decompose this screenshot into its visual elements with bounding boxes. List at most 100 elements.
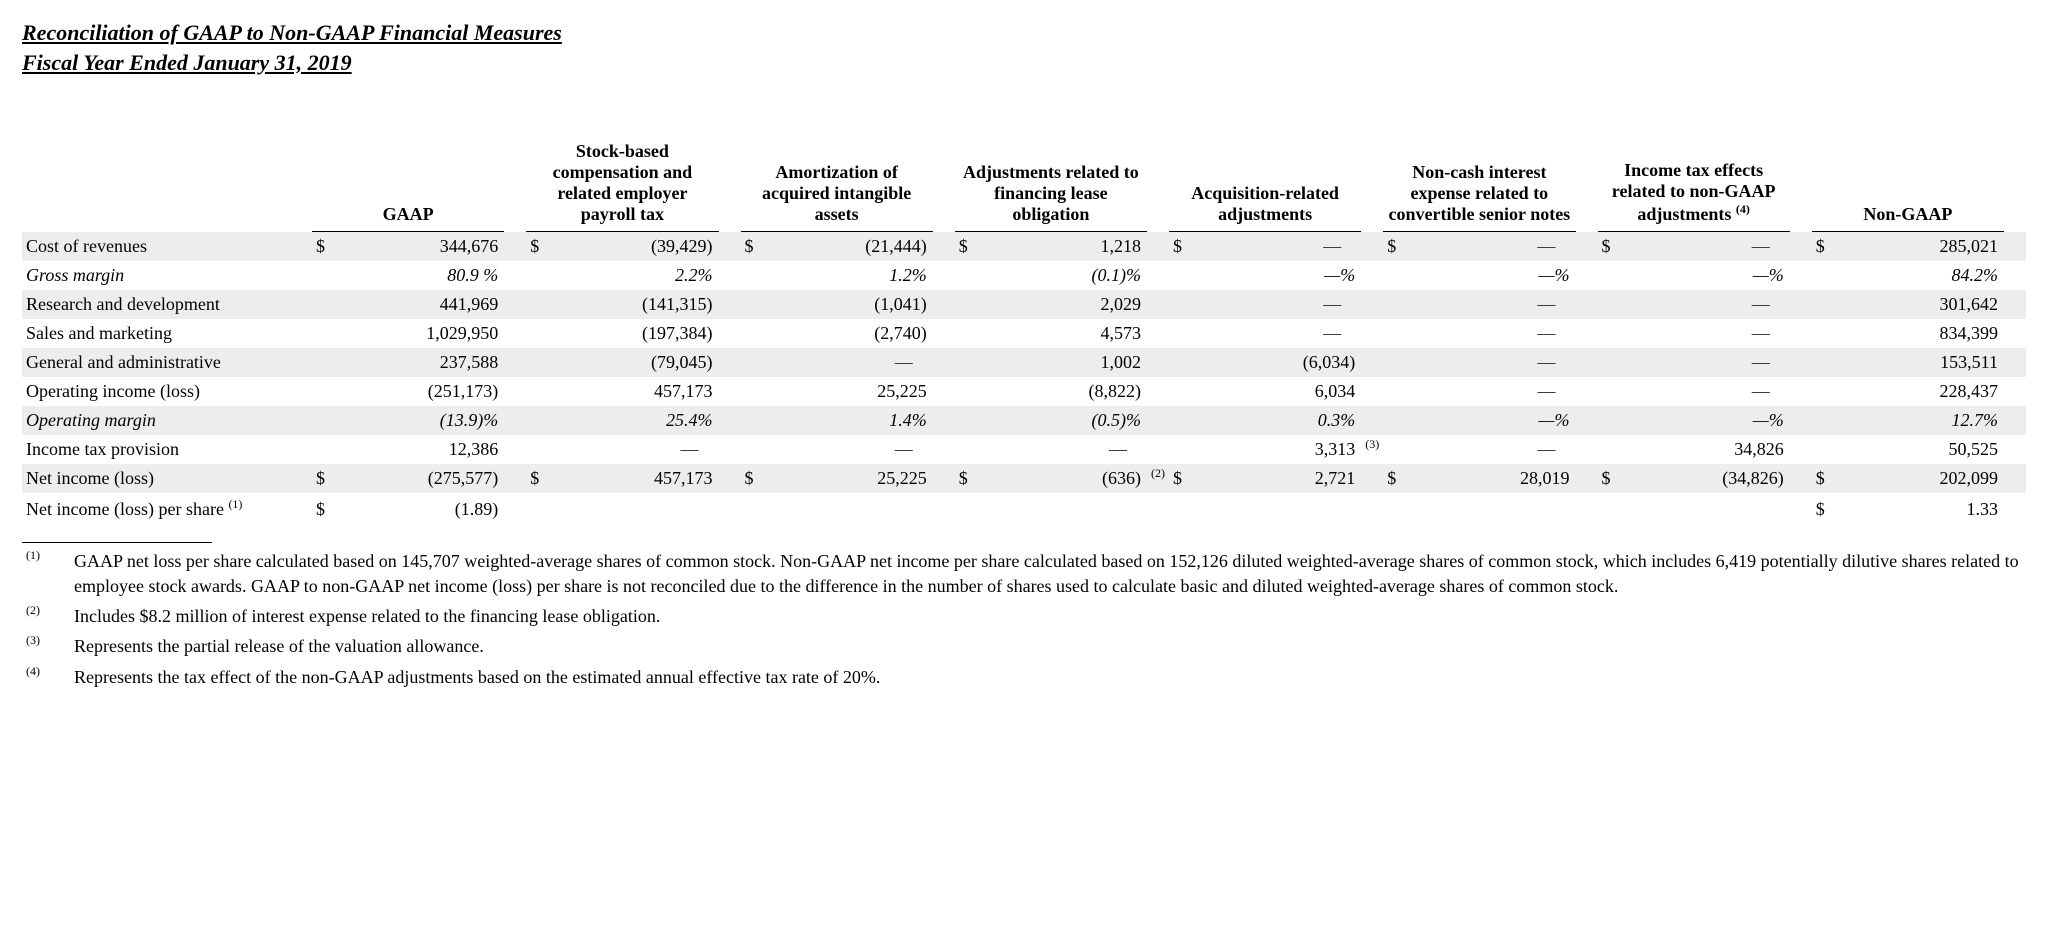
- currency-symbol: [741, 261, 763, 290]
- cell-value: (13.9)%: [334, 406, 504, 435]
- currency-symbol: [312, 290, 334, 319]
- header-row: GAAPStock-based compensation and related…: [22, 137, 2026, 232]
- cell-value: [1620, 493, 1790, 524]
- currency-symbol: [955, 406, 977, 435]
- cell-superscript: [719, 319, 741, 348]
- table-row: Gross margin80.9 %2.2%1.2%(0.1)%—%—%—%84…: [22, 261, 2026, 290]
- cell-superscript: [1361, 290, 1383, 319]
- currency-symbol: [955, 435, 977, 464]
- title-line-1: Reconciliation of GAAP to Non-GAAP Finan…: [22, 18, 2026, 48]
- cell-value: —: [1405, 435, 1575, 464]
- row-label: Net income (loss) per share (1): [22, 493, 312, 524]
- cell-value: (21,444): [763, 232, 933, 262]
- cell-superscript: [1361, 232, 1383, 262]
- footnote-number: (3): [22, 630, 70, 660]
- cell-value: (2,740): [763, 319, 933, 348]
- cell-superscript: [504, 435, 526, 464]
- cell-superscript: [1361, 464, 1383, 493]
- cell-value: (1,041): [763, 290, 933, 319]
- cell-superscript: [933, 348, 955, 377]
- column-header: Adjustments related to financing lease o…: [955, 137, 1147, 232]
- column-header: Acquisition-related adjustments: [1169, 137, 1361, 232]
- currency-symbol: [1598, 290, 1620, 319]
- currency-symbol: [1383, 348, 1405, 377]
- cell-value: [1405, 493, 1575, 524]
- cell-superscript: [504, 232, 526, 262]
- cell-value: 1.33: [1834, 493, 2004, 524]
- cell-value: 2,029: [977, 290, 1147, 319]
- cell-value: —: [1620, 319, 1790, 348]
- cell-value: 301,642: [1834, 290, 2004, 319]
- cell-superscript: [1576, 232, 1598, 262]
- currency-symbol: $: [526, 232, 548, 262]
- row-label: Operating income (loss): [22, 377, 312, 406]
- currency-symbol: $: [526, 464, 548, 493]
- cell-superscript: [1147, 406, 1169, 435]
- cell-superscript: [2004, 232, 2026, 262]
- cell-superscript: [1790, 464, 1812, 493]
- cell-superscript: [933, 290, 955, 319]
- currency-symbol: [1169, 493, 1191, 524]
- cell-superscript: [504, 406, 526, 435]
- currency-symbol: [1383, 406, 1405, 435]
- cell-superscript: [1576, 493, 1598, 524]
- column-header: Stock-based compensation and related emp…: [526, 137, 718, 232]
- currency-symbol: $: [312, 232, 334, 262]
- currency-symbol: [1383, 319, 1405, 348]
- currency-symbol: [1169, 261, 1191, 290]
- currency-symbol: [741, 435, 763, 464]
- cell-value: —: [1620, 348, 1790, 377]
- cell-superscript: [1576, 319, 1598, 348]
- cell-value: (39,429): [548, 232, 718, 262]
- footnote-number: (2): [22, 600, 70, 630]
- currency-symbol: [526, 435, 548, 464]
- footnote-text: GAAP net loss per share calculated based…: [70, 545, 2026, 600]
- currency-symbol: [741, 348, 763, 377]
- cell-superscript: [1790, 290, 1812, 319]
- row-label: Cost of revenues: [22, 232, 312, 262]
- table-row: Net income (loss) per share (1)$(1.89)$1…: [22, 493, 2026, 524]
- column-header: Income tax effects related to non-GAAP a…: [1598, 137, 1790, 232]
- cell-value: —: [1405, 348, 1575, 377]
- table-row: Research and development441,969(141,315)…: [22, 290, 2026, 319]
- reconciliation-table: GAAPStock-based compensation and related…: [22, 137, 2026, 524]
- row-label: General and administrative: [22, 348, 312, 377]
- cell-superscript: [1147, 319, 1169, 348]
- cell-value: —%: [1405, 261, 1575, 290]
- cell-superscript: [933, 377, 955, 406]
- cell-value: —%: [1191, 261, 1361, 290]
- currency-symbol: $: [1598, 232, 1620, 262]
- currency-symbol: [1598, 435, 1620, 464]
- cell-superscript: [1790, 319, 1812, 348]
- currency-symbol: $: [312, 464, 334, 493]
- cell-superscript: [1790, 435, 1812, 464]
- currency-symbol: [312, 319, 334, 348]
- currency-symbol: [1383, 290, 1405, 319]
- cell-value: 4,573: [977, 319, 1147, 348]
- cell-value: 153,511: [1834, 348, 2004, 377]
- column-header: Amortization of acquired intangible asse…: [741, 137, 933, 232]
- cell-superscript: [2004, 493, 2026, 524]
- cell-value: 1,002: [977, 348, 1147, 377]
- cell-value: 834,399: [1834, 319, 2004, 348]
- currency-symbol: $: [1169, 464, 1191, 493]
- cell-value: (34,826): [1620, 464, 1790, 493]
- cell-value: 457,173: [548, 377, 718, 406]
- cell-value: 28,019: [1405, 464, 1575, 493]
- cell-superscript: [1576, 435, 1598, 464]
- cell-value: 1.2%: [763, 261, 933, 290]
- row-label: Research and development: [22, 290, 312, 319]
- currency-symbol: $: [1812, 493, 1834, 524]
- cell-superscript: [1361, 493, 1383, 524]
- currency-symbol: [955, 319, 977, 348]
- cell-superscript: [504, 319, 526, 348]
- cell-value: (636): [977, 464, 1147, 493]
- cell-superscript: [719, 290, 741, 319]
- cell-value: —: [548, 435, 718, 464]
- currency-symbol: [312, 406, 334, 435]
- table-row: Income tax provision12,386———3,313(3)—34…: [22, 435, 2026, 464]
- currency-symbol: [312, 377, 334, 406]
- footnote-text: Includes $8.2 million of interest expens…: [70, 600, 2026, 630]
- cell-value: 25,225: [763, 464, 933, 493]
- cell-superscript: [1361, 319, 1383, 348]
